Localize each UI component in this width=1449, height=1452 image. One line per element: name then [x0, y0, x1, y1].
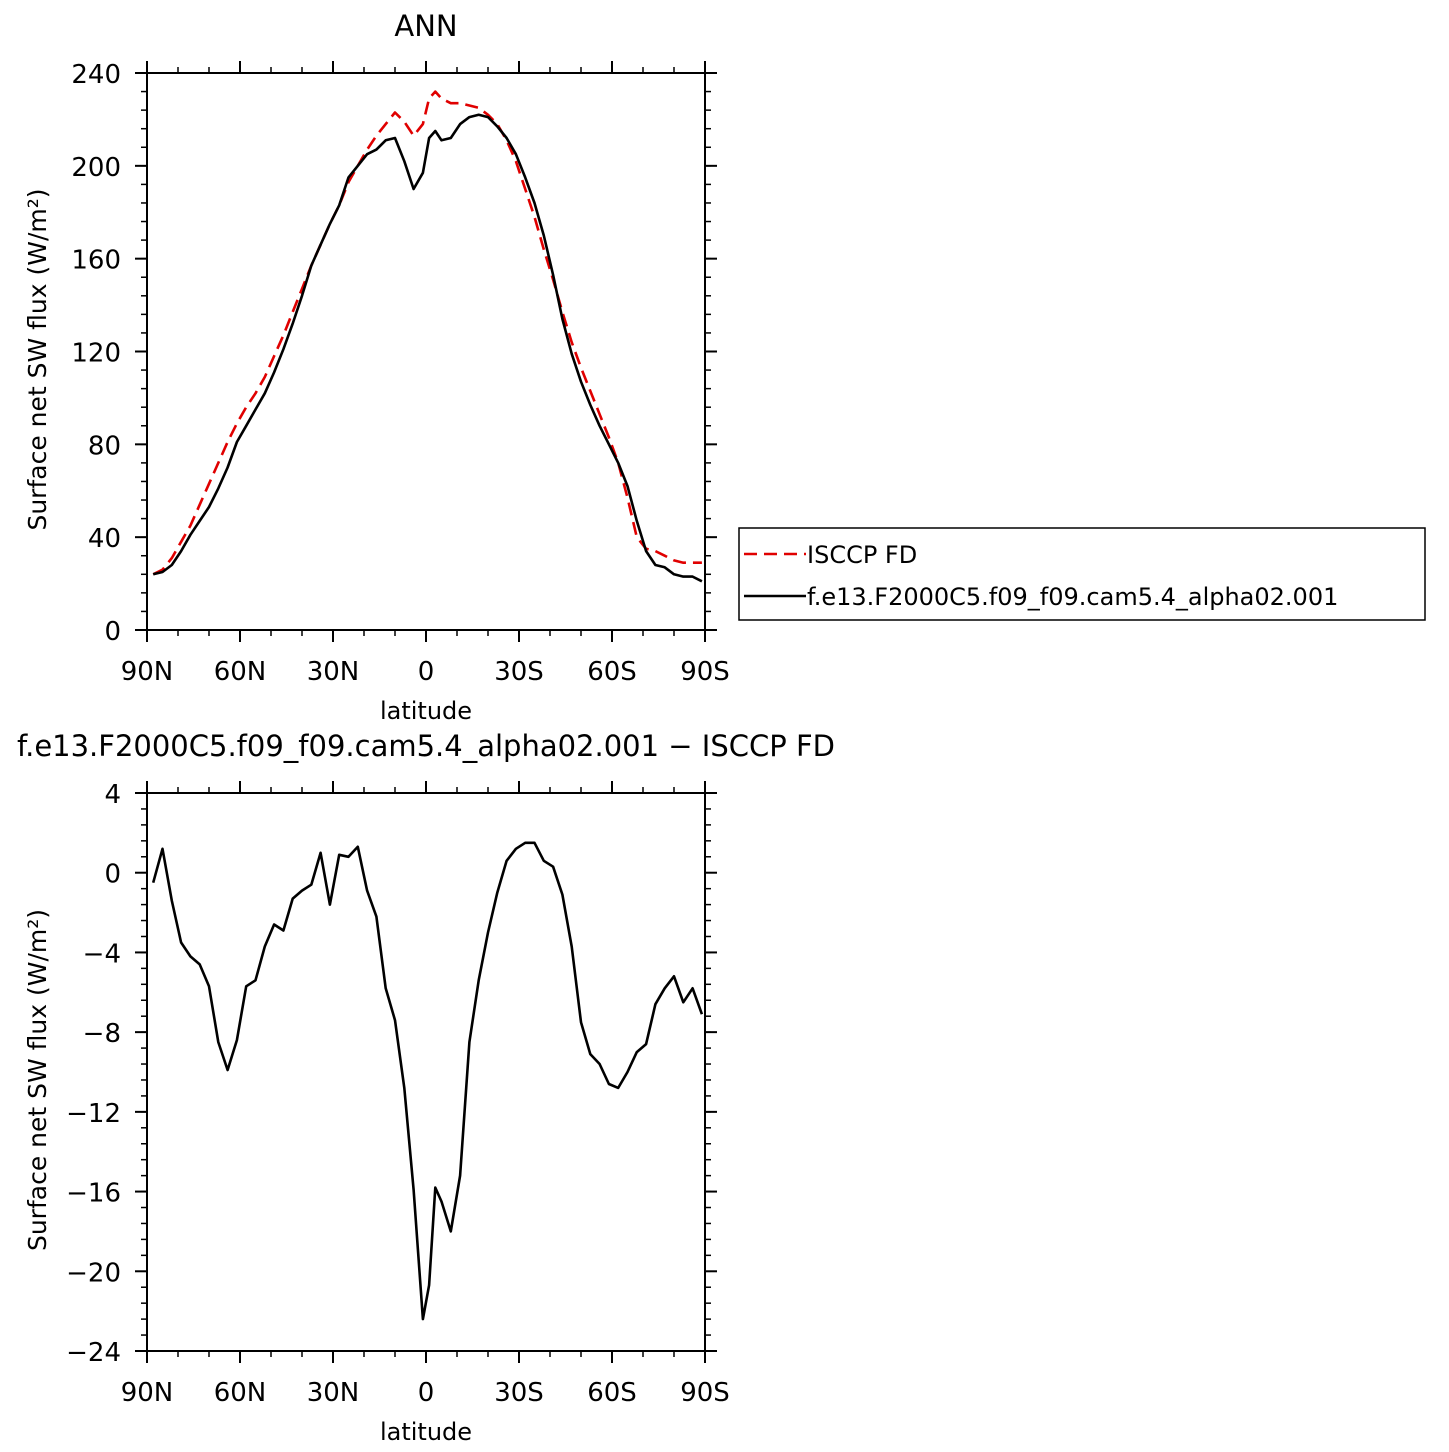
- chart1-x-tick-label: 90S: [680, 1378, 730, 1408]
- top-panel: ANN 0 40 80 120 160 200 240 90N 60N 30N 0 30S 60S 90S l…: [23, 9, 1426, 725]
- chart1-x-tick-label: 30S: [494, 1378, 544, 1408]
- legend-box: [738, 527, 1426, 621]
- chart1-x-axis-label: latitude: [380, 1418, 472, 1446]
- chart0-y-tick-label: 200: [71, 153, 121, 183]
- chart0-y-tick-label: 160: [71, 246, 121, 276]
- chart0-title: ANN: [394, 9, 457, 43]
- chart0-y-axis-label: Surface net SW flux (W/m²): [23, 188, 52, 530]
- legend-label-1: f.e13.F2000C5.f09_f09.cam5.4_alpha02.001: [807, 583, 1338, 611]
- chart1-x-tick-label: 60N: [214, 1378, 267, 1408]
- chart0-x-tick-label: 30N: [307, 657, 360, 687]
- chart1-x-tick-label: 0: [418, 1378, 435, 1408]
- chart0-y-tick-label: 40: [88, 524, 121, 554]
- chart0-y-tick-label: 240: [71, 60, 121, 90]
- chart1-x-tick-label: 60S: [587, 1378, 637, 1408]
- chart1-plot-frame: [146, 792, 706, 1352]
- chart0-x-tick-label: 90S: [680, 657, 730, 687]
- chart1-y-axis-label: Surface net SW flux (W/m²): [23, 909, 52, 1251]
- chart0-x-tick-label: 0: [418, 657, 435, 687]
- legend-label-0: ISCCP FD: [807, 541, 917, 569]
- chart1-y-tick-label: 4: [104, 780, 121, 810]
- bottom-panel: f.e13.F2000C5.f09_f09.cam5.4_alpha02.001…: [17, 729, 835, 1446]
- chart1-x-tick-label: 90N: [121, 1378, 174, 1408]
- chart0-x-axis-label: latitude: [380, 697, 472, 725]
- chart0-series-line-1: [152, 113, 703, 583]
- chart0-y-tick-label: 80: [88, 431, 121, 461]
- chart1-y-tick-label: −12: [66, 1099, 121, 1129]
- chart1-series-line-0: [151, 841, 704, 1321]
- chart1-y-tick-label: −16: [66, 1179, 121, 1209]
- chart0-y-tick-label: 120: [71, 339, 121, 369]
- chart1-title: f.e13.F2000C5.f09_f09.cam5.4_alpha02.001…: [17, 729, 835, 763]
- chart1-y-tick-label: 0: [104, 860, 121, 890]
- chart1-y-tick-label: −4: [83, 939, 121, 969]
- chart1-y-tick-label: −24: [66, 1338, 121, 1368]
- chart0-x-tick-label: 30S: [494, 657, 544, 687]
- chart0-x-tick-label: 60S: [587, 657, 637, 687]
- chart0-x-tick-label: 60N: [214, 657, 267, 687]
- chart0-series-line-0: [152, 90, 702, 576]
- chart1-y-tick-label: −8: [83, 1019, 121, 1049]
- chart0-x-tick-label: 90N: [121, 657, 174, 687]
- chart1-y-tick-label: −20: [66, 1258, 121, 1288]
- chart0-y-tick-label: 0: [104, 617, 121, 647]
- chart1-x-tick-label: 30N: [307, 1378, 360, 1408]
